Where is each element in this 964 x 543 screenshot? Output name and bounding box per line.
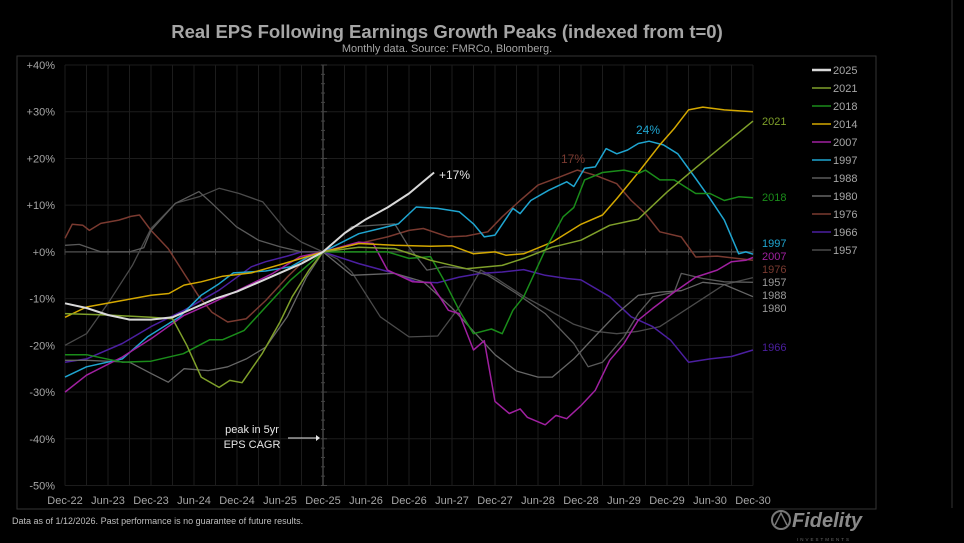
series-line-1988	[64, 190, 754, 368]
chart-title: Real EPS Following Earnings Growth Peaks…	[171, 21, 723, 42]
end-label-2018: 2018	[762, 192, 786, 204]
series-line-2021	[64, 120, 754, 389]
legend-label: 1966	[833, 227, 857, 239]
series-line-1966	[64, 251, 754, 363]
series-line-2007	[64, 241, 754, 426]
annotation-peak-1976: 17%	[561, 152, 585, 166]
series-line-2018	[65, 169, 754, 363]
legend-item-1976: 1976	[812, 209, 857, 221]
end-label-1976: 1976	[762, 264, 786, 276]
fidelity-logo: Fidelity INVESTMENTS	[771, 510, 863, 542]
y-tick-label: -30%	[29, 387, 55, 399]
x-tick-label: Dec-29	[649, 495, 684, 507]
x-tick-label: Dec-30	[735, 495, 770, 507]
series-line-1976	[64, 169, 754, 323]
end-label-1966: 1966	[762, 342, 786, 354]
legend-item-1997: 1997	[812, 155, 857, 167]
legend-item-1980: 1980	[812, 191, 857, 203]
x-tick-label: Dec-28	[563, 495, 598, 507]
legend-item-2014: 2014	[812, 119, 857, 131]
annotation-peak-note-line2: EPS CAGR	[224, 439, 281, 451]
series-line-1957	[64, 187, 754, 346]
x-tick-label: Jun-24	[177, 495, 211, 507]
end-label-2021: 2021	[762, 116, 786, 128]
x-tick-label: Dec-25	[305, 495, 340, 507]
legend-label: 2025	[833, 65, 857, 77]
series-line-2025	[64, 171, 435, 321]
chart-subtitle: Monthly data. Source: FMRCo, Bloomberg.	[342, 43, 552, 55]
y-tick-label: -20%	[29, 340, 55, 352]
y-tick-label: -10%	[29, 294, 55, 306]
legend-label: 1957	[833, 245, 857, 257]
legend-item-2007: 2007	[812, 137, 857, 149]
axes	[64, 64, 754, 486]
legend-item-1988: 1988	[812, 173, 857, 185]
logo-mark-icon	[771, 510, 791, 530]
y-tick-label: +20%	[27, 153, 56, 165]
x-tick-label: Jun-25	[263, 495, 297, 507]
annotation-current: +17%	[439, 168, 470, 182]
logo-text: Fidelity	[792, 510, 863, 532]
legend-item-1966: 1966	[812, 227, 857, 239]
x-tick-label: Dec-23	[133, 495, 168, 507]
y-tick-labels: +40% +30% +20% +10% +0% -10% -20% -30% -40% -50%	[27, 60, 56, 493]
arrow-icon	[288, 435, 320, 441]
end-label-1980: 1980	[762, 303, 786, 315]
footer-disclaimer: Data as of 1/12/2026. Past performance i…	[12, 516, 303, 526]
legend-label: 2021	[833, 83, 857, 95]
legend-label: 1980	[833, 191, 857, 203]
legend-label: 1988	[833, 173, 857, 185]
x-tick-label: Jun-28	[521, 495, 555, 507]
legend-item-2021: 2021	[812, 83, 857, 95]
x-tick-label: Dec-26	[391, 495, 426, 507]
y-tick-label: +30%	[27, 107, 56, 119]
annotation-peak-1997: 24%	[636, 123, 660, 137]
end-label-1997: 1997	[762, 238, 786, 250]
legend-label: 1976	[833, 209, 857, 221]
legend-item-2018: 2018	[812, 101, 857, 113]
y-tick-label: +10%	[27, 200, 56, 212]
x-tick-labels: Dec-22 Jun-23 Dec-23 Jun-24 Dec-24 Jun-25 Dec-…	[47, 495, 770, 507]
x-tick-label: Dec-22	[47, 495, 82, 507]
end-label-1957: 1957	[762, 277, 786, 289]
x-tick-label: Jun-30	[693, 495, 727, 507]
series-line-2014	[64, 106, 754, 318]
logo-subtext: INVESTMENTS	[797, 537, 851, 542]
y-tick-label: -50%	[29, 481, 55, 493]
legend-item-2025: 2025	[812, 65, 857, 77]
series-lines	[64, 106, 754, 426]
x-tick-label: Jun-23	[91, 495, 125, 507]
y-tick-label: +40%	[27, 60, 56, 72]
chart-frame	[16, 55, 877, 510]
end-label-1988: 1988	[762, 290, 786, 302]
legend-label: 2014	[833, 119, 857, 131]
x-tick-label: Dec-27	[477, 495, 512, 507]
legend-label: 2007	[833, 137, 857, 149]
x-tick-label: Dec-24	[219, 495, 254, 507]
legend-item-1957: 1957	[812, 245, 857, 257]
legend-label: 2018	[833, 101, 857, 113]
x-tick-label: Jun-26	[349, 495, 383, 507]
end-label-2007: 2007	[762, 251, 786, 263]
x-tick-label: Jun-29	[607, 495, 641, 507]
annotation-peak-note-line1: peak in 5yr	[225, 424, 279, 436]
legend-label: 1997	[833, 155, 857, 167]
y-tick-label: +0%	[33, 247, 56, 259]
legend: 2025 2021 2018 2014 2007 1997 1988 1980 1976 1966…	[812, 65, 857, 257]
y-tick-label: -40%	[29, 434, 55, 446]
x-tick-label: Jun-27	[435, 495, 469, 507]
